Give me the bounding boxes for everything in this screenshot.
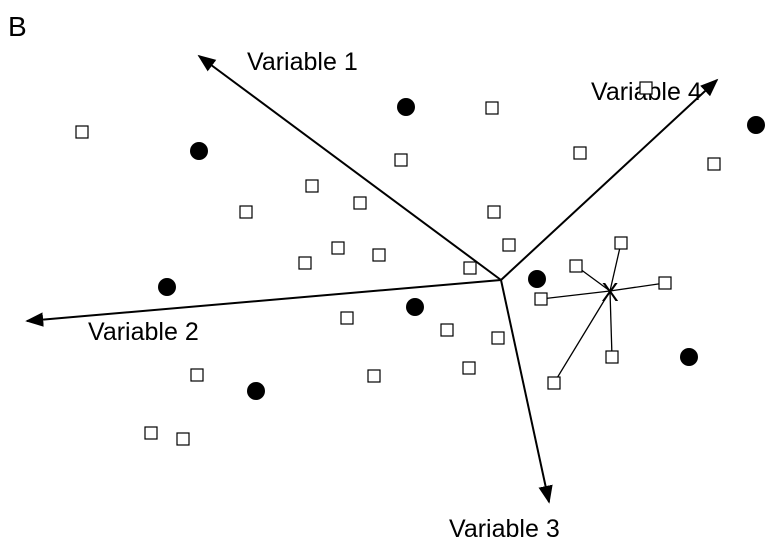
neighbour-link [540,290,611,300]
axis-label-variable-3: Variable 3 [449,515,560,543]
open-square-point [547,376,561,390]
neighbour-link [609,290,613,358]
query-point-x-mark: X [601,277,618,307]
open-square-point [372,248,386,262]
open-square-point [353,196,367,210]
neighbour-link [609,282,666,292]
open-square-point [75,125,89,139]
open-square-point [239,205,253,219]
variable-axes [25,54,719,504]
open-square-point [707,157,721,171]
axis-arrow-variable-1 [197,54,502,281]
filled-circle-point [190,142,208,160]
filled-circle-point [406,298,424,316]
axis-label-variable-2: Variable 2 [88,318,199,346]
neighbour-links [540,242,666,384]
open-square-point [176,432,190,446]
axis-arrow-variable-3 [500,279,553,504]
open-square-point [605,350,619,364]
filled-circle-point [397,98,415,116]
open-square-point [491,331,505,345]
open-square-point [440,323,454,337]
open-square-point [190,368,204,382]
open-square-observations [75,81,721,446]
open-square-point [305,179,319,193]
filled-circle-point [528,270,546,288]
axis-arrow-variable-2 [25,279,502,327]
open-square-point [502,238,516,252]
open-square-point [367,369,381,383]
filled-circle-point [680,348,698,366]
panel-letter: B [8,11,27,42]
filled-circle-point [747,116,765,134]
neighbour-link [553,290,611,384]
open-square-point [614,236,628,250]
open-square-point [463,261,477,275]
open-square-point [569,259,583,273]
open-square-point [487,205,501,219]
open-square-point [534,292,548,306]
open-square-point [340,311,354,325]
open-square-point [462,361,476,375]
open-square-point [331,241,345,255]
open-square-point [485,101,499,115]
open-square-point [639,81,653,95]
filled-circle-point [247,382,265,400]
axis-arrow-variable-4 [500,78,719,281]
filled-circle-point [158,278,176,296]
open-square-point [394,153,408,167]
open-square-point [658,276,672,290]
open-square-point [573,146,587,160]
open-square-point [144,426,158,440]
axis-label-variable-1: Variable 1 [247,48,358,76]
neighbour-link [609,242,622,292]
filled-circle-points [158,98,765,400]
open-square-point [298,256,312,270]
